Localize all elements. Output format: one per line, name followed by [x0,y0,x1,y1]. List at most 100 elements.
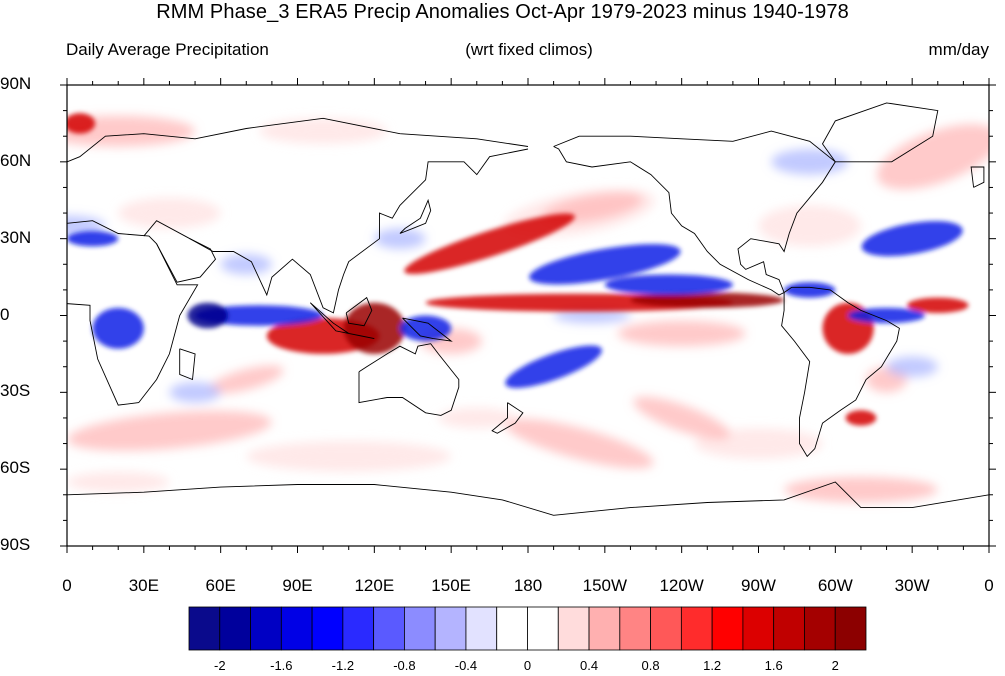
colorbar-swatch [711,606,744,651]
colorbar-label: -1.6 [270,658,293,673]
lat-label: 30N [0,227,32,247]
anomaly-region [374,228,426,249]
colorbar-swatch [280,606,313,651]
anomaly-region [553,307,631,324]
colorbar-swatch [680,606,713,651]
anomaly-region [758,205,861,247]
anomaly-region [784,282,836,298]
colorbar-swatch [188,606,221,651]
colorbar-label: -2 [213,658,226,673]
coastline [67,481,989,516]
coastline [821,102,939,163]
colorbar-swatch [527,606,559,651]
axis-ticks [60,78,996,553]
chart-title: RMM Phase_3 ERA5 Precip Anomalies Oct-Ap… [156,1,849,23]
anomaly-region [343,302,406,354]
lon-label: 0 [62,576,72,595]
subtitle-left: Daily Average Precipitation [66,40,269,59]
anomaly-region [195,305,324,326]
lon-label: 60E [205,576,236,595]
colorbar-swatch [434,606,467,651]
anomaly-region [617,320,746,347]
anomaly-region [67,410,272,451]
colorbar-swatch [773,606,805,651]
units-label: mm/day [928,40,989,59]
anomaly-region [209,365,284,394]
colorbar-swatch [804,606,836,651]
lon-label: 30E [128,576,159,595]
colorbar-swatch [373,606,405,651]
lat-label: 60N [0,150,32,170]
colorbar-label: -0.8 [393,658,416,673]
colorbar-swatch [619,606,651,651]
colorbar-swatch [311,606,344,651]
colorbar-label: 0.4 [579,658,599,673]
anomaly-region [861,221,963,257]
colorbar-label: 0.8 [641,658,660,673]
coastline [345,296,373,327]
colorbar-label: 0 [523,658,532,673]
coastline [970,166,985,188]
colorbar-swatch [557,606,590,651]
colorbar-swatch [650,606,682,651]
colorbar-swatch [219,606,251,651]
anomaly-region [92,307,144,349]
lat-label: 30S [0,381,31,401]
coastline [781,286,900,458]
lat-label: 60S [0,458,31,478]
colorbar-swatch [834,606,867,651]
anomaly-region [886,356,938,377]
anomaly-region [220,254,272,275]
colorbar-swatch [742,606,775,651]
colorbar-label: 2 [831,658,839,673]
anomaly-region [604,274,733,296]
coastline [402,317,453,342]
coastline [358,343,460,416]
anomaly-region [399,315,452,342]
anomaly-region [67,471,170,493]
anomaly-region [67,113,96,134]
anomaly-region [118,197,221,229]
coastline [67,117,529,224]
anomaly-region [404,213,575,275]
colorbar-swatch [465,606,498,651]
lon-label: 120E [354,576,395,595]
anomaly-region [784,476,938,503]
anomaly-region [187,302,229,329]
lon-label: 180 [513,576,543,595]
lon-label: 30W [894,576,930,595]
coastline [399,198,432,234]
colorbar-label: -0.4 [454,658,478,673]
subtitle-center: (wrt fixed climos) [465,40,593,59]
lon-label: 90E [282,576,313,595]
anomaly-region [259,118,388,144]
lon-label: 60W [817,576,853,595]
anomaly-region [505,345,602,388]
lon-label: 150E [431,576,472,595]
anomaly-region [246,440,452,472]
lon-label: 90W [741,576,776,595]
anomaly-region [67,230,119,247]
lon-label: 120W [659,576,704,595]
anomaly-region [771,149,849,175]
colorbar-swatch [250,606,282,651]
coastline [491,402,524,434]
lat-label: 90S [0,535,31,554]
coastline [143,148,529,314]
anomaly-region [67,215,106,237]
colorbar [188,606,867,651]
anomaly-region [876,124,989,190]
coastline [156,238,217,283]
colorbar-swatch [588,606,621,651]
anomaly-region [67,115,196,147]
coastline [553,130,836,296]
anomaly-region [169,382,221,403]
anomaly-region [848,307,925,324]
coastline [67,220,199,406]
anomaly-region [907,297,969,313]
lat-label: 90N [0,74,32,93]
anomaly-region [633,396,730,440]
anomaly-region [438,407,516,429]
anomaly-field [67,113,989,503]
